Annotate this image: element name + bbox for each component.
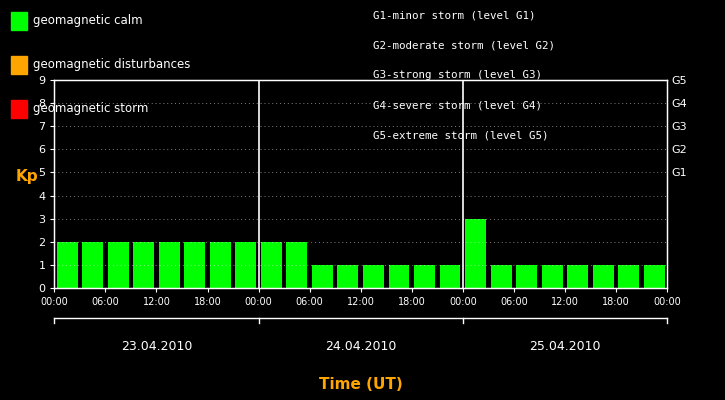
Text: 24.04.2010: 24.04.2010 [325, 340, 397, 353]
Text: 23.04.2010: 23.04.2010 [121, 340, 192, 353]
Bar [236, 242, 256, 288]
Bar [133, 242, 154, 288]
Bar [363, 265, 384, 288]
Bar [312, 265, 333, 288]
Bar [439, 265, 460, 288]
Bar [465, 219, 486, 288]
Bar [337, 265, 358, 288]
Bar [542, 265, 563, 288]
Bar [567, 265, 588, 288]
Text: G2-moderate storm (level G2): G2-moderate storm (level G2) [373, 40, 555, 50]
Bar [210, 242, 231, 288]
Bar [159, 242, 180, 288]
Bar [516, 265, 537, 288]
Bar [261, 242, 282, 288]
Text: G5-extreme storm (level G5): G5-extreme storm (level G5) [373, 130, 549, 140]
Text: geomagnetic storm: geomagnetic storm [33, 102, 148, 115]
Bar [286, 242, 307, 288]
Bar [491, 265, 512, 288]
Bar [414, 265, 435, 288]
Text: 25.04.2010: 25.04.2010 [529, 340, 600, 353]
Bar [108, 242, 128, 288]
Text: G1-minor storm (level G1): G1-minor storm (level G1) [373, 10, 536, 20]
Text: Time (UT): Time (UT) [319, 377, 402, 392]
Bar [82, 242, 103, 288]
Text: G3-strong storm (level G3): G3-strong storm (level G3) [373, 70, 542, 80]
Bar [184, 242, 205, 288]
Bar [389, 265, 410, 288]
Text: geomagnetic calm: geomagnetic calm [33, 14, 142, 27]
Y-axis label: Kp: Kp [16, 169, 38, 184]
Bar [593, 265, 613, 288]
Bar [644, 265, 665, 288]
Bar [618, 265, 639, 288]
Bar [57, 242, 78, 288]
Text: geomagnetic disturbances: geomagnetic disturbances [33, 58, 190, 71]
Text: G4-severe storm (level G4): G4-severe storm (level G4) [373, 100, 542, 110]
